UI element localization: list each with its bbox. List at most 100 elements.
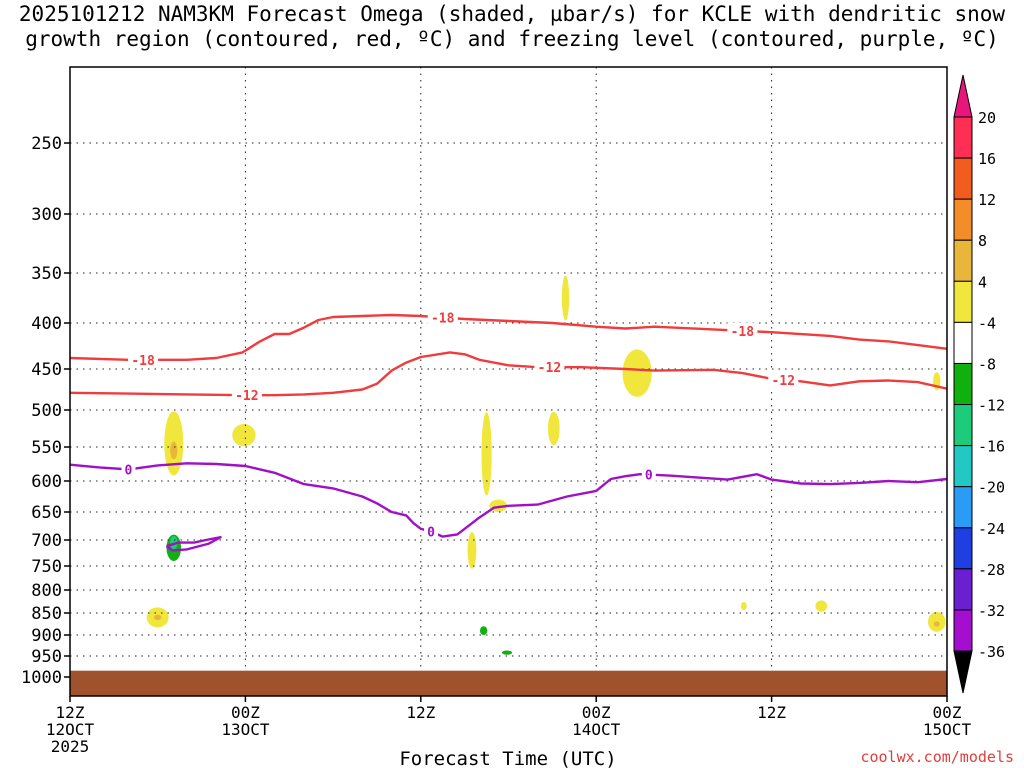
contour-label-bg (427, 309, 458, 326)
colorbar-label-13: -36 (978, 643, 1005, 661)
x-tick-label-0: 12Z (56, 703, 85, 722)
omega-blob-sink-2 (479, 626, 488, 635)
colorbar-label-5: -4 (978, 314, 996, 332)
y-tick-label-950: 950 (31, 647, 62, 667)
colorbar-swatch-9 (953, 486, 973, 529)
colorbar-swatch-1 (953, 157, 973, 200)
colorbar-swatch-12 (953, 609, 973, 652)
omega-blob-rise-5 (467, 532, 477, 569)
y-tick-label-1000: 1000 (21, 668, 62, 688)
contour-label-bg (231, 387, 262, 404)
omega-blob-rise-9 (622, 349, 652, 397)
colorbar-swatch-4 (953, 280, 973, 323)
x-tick-label-48: 12Z (757, 703, 786, 722)
x-tick-label-60: 00Z (933, 703, 962, 722)
colorbar-swatch-5 (953, 321, 973, 364)
axes: 2503003504004505005506006507007508008509… (21, 66, 972, 756)
colorbar-swatch-11 (953, 568, 973, 611)
colorbar-label-9: -20 (978, 479, 1005, 497)
colorbar-label-10: -24 (978, 520, 1005, 538)
omega-blob-rise-1-core (170, 441, 178, 460)
contour-label-dgz-12-0: -12 (235, 389, 258, 404)
y-tick-label-400: 400 (31, 314, 62, 334)
y-tick-label-700: 700 (31, 531, 62, 551)
x-tick-date-36: 14OCT (572, 720, 621, 739)
colorbar-label-6: -8 (978, 355, 996, 373)
omega-blob-rise-7 (547, 411, 560, 446)
colorbar-label-0: 20 (978, 109, 996, 127)
y-tick-label-800: 800 (31, 581, 62, 601)
grid (69, 67, 948, 696)
contour-dgz-18 (69, 313, 948, 361)
watermark: coolwx.com/models (860, 748, 1014, 766)
contour-label-bg (727, 322, 758, 339)
x-tick-label-24: 12Z (406, 703, 435, 722)
colorbar-swatch-8 (953, 445, 973, 488)
omega-blob-rise-10 (740, 601, 747, 611)
y-tick-label-550: 550 (31, 438, 62, 458)
ground-fill (70, 670, 947, 696)
colorbar-label-8: -16 (978, 438, 1005, 456)
colorbar-label-11: -28 (978, 561, 1005, 579)
colorbar-swatch-0 (953, 116, 973, 159)
ground-layer (70, 670, 947, 696)
contour-freezing-0-island (165, 536, 222, 552)
contour-label-freezing-0-0: 0 (125, 463, 133, 478)
y-tick-label-900: 900 (31, 626, 62, 646)
y-tick-label-250: 250 (31, 134, 62, 154)
contour-dgz-12 (69, 351, 948, 397)
omega-blob-rise-4 (481, 412, 492, 496)
y-tick-label-850: 850 (31, 604, 62, 624)
contours: -18 -18 -18 -12 -12 -12 0 0 0 (69, 309, 948, 552)
title-line-1: 2025101212 NAM3KM Forecast Omega (shaded… (18, 2, 1006, 26)
x-tick-year-0: 2025 (51, 737, 90, 756)
x-tick-label-36: 00Z (582, 703, 611, 722)
colorbar-swatch-6 (953, 362, 973, 406)
colorbar-label-3: 8 (978, 232, 987, 250)
colorbar-swatch-7 (953, 404, 973, 447)
contour-label-bg (424, 523, 439, 540)
x-axis-label: Forecast Time (UTC) (399, 748, 616, 768)
contour-label-bg (641, 466, 656, 483)
colorbar-label-4: 4 (978, 273, 987, 291)
x-tick-date-60: 15OCT (923, 720, 972, 739)
chart-title: 2025101212 NAM3KM Forecast Omega (shaded… (0, 2, 1024, 52)
y-tick-label-650: 650 (31, 503, 62, 523)
contour-label-bg (121, 461, 136, 478)
colorbar-swatch-10 (953, 527, 973, 570)
y-tick-label-350: 350 (31, 264, 62, 284)
contour-label-freezing-0-1: 0 (427, 526, 435, 541)
colorbar-swatch-2 (953, 198, 973, 241)
contour-label-bg (128, 351, 159, 368)
colorbar-label-1: 16 (978, 150, 996, 168)
x-tick-date-12: 13OCT (221, 720, 270, 739)
omega-blob-sink-1-core (170, 535, 178, 550)
colorbar-swatch-3 (953, 239, 973, 282)
colorbar-bottom-arrow (953, 650, 973, 694)
y-tick-label-500: 500 (31, 401, 62, 421)
contour-label-bg (534, 359, 565, 376)
colorbar-label-12: -32 (978, 602, 1005, 620)
contour-label-dgz-18-0: -18 (131, 354, 155, 369)
y-tick-label-450: 450 (31, 360, 62, 380)
colorbar-top-arrow (953, 74, 973, 118)
omega-blob-rise-8 (561, 275, 570, 321)
contour-label-freezing-0-2: 0 (645, 469, 653, 484)
omega-blob-sink-3 (501, 650, 513, 655)
omega-blob-rise-13-core (933, 621, 940, 627)
omega-blob-rise-3-core (154, 614, 162, 621)
contour-label-dgz-12-1: -12 (538, 361, 561, 376)
y-tick-label-300: 300 (31, 205, 62, 225)
colorbar: 20 16 12 8 4 -4 -8 -12 -16 -20 -24 -28 -32 -36 (953, 74, 1005, 694)
x-tick-label-12: 00Z (231, 703, 260, 722)
x-tick-date-0: 12OCT (46, 720, 95, 739)
title-line-2: growth region (contoured, red, ºC) and f… (25, 27, 999, 51)
colorbar-label-2: 12 (978, 191, 996, 209)
y-tick-label-750: 750 (31, 557, 62, 577)
plot-frame (69, 66, 948, 697)
y-tick-label-600: 600 (31, 472, 62, 492)
omega-blob-rise-2 (232, 424, 256, 447)
contour-label-bg (768, 371, 799, 388)
omega-blob-rise-11 (815, 600, 828, 612)
